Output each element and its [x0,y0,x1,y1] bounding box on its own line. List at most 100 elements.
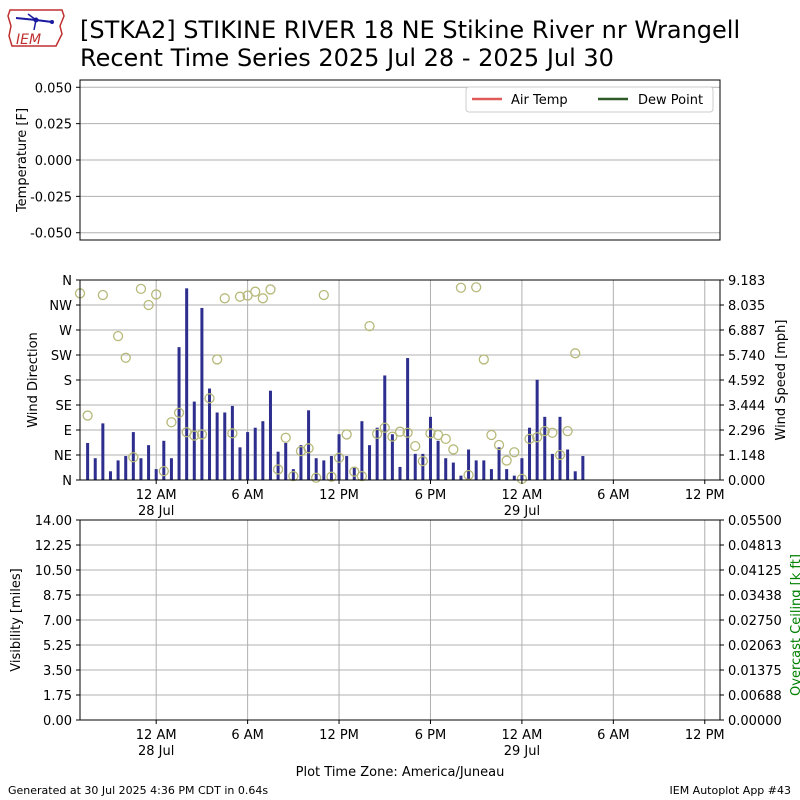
wind-speed-bar [192,401,196,480]
wind-speed-bar [246,432,250,480]
wind-speed-bar [223,412,227,480]
wind-ytick-label-right: 9.183 [728,274,765,289]
wind-direction-point [455,282,467,293]
legend-air-temp-label: Air Temp [511,93,568,108]
vis-ytick-label: 3.50 [43,664,72,679]
wind-ytick-label: NW [49,299,72,314]
visibility-axis-label: Visibility [miles] [9,568,24,671]
vis-ytick-label: 10.50 [35,564,72,579]
wind-direction-point [349,466,360,477]
wind-speed-bar [322,460,326,480]
temp-ytick-label: 0.025 [35,118,72,133]
vis-xtick-label: 12 AM [136,728,177,743]
vis-ytick-label: 0.00 [43,714,72,729]
temp-ytick-label: -0.025 [30,190,72,205]
wind-direction-point [417,455,429,467]
wind-direction-point [135,283,147,295]
wind-direction-point [554,449,566,461]
wind-speed-bar [581,456,585,480]
wind-speed-bar [253,427,257,480]
wind-direction-point [272,464,284,475]
wind-direction-point [265,284,276,295]
vis-xtick-label: 12 PM [685,728,725,743]
wind-speed-bar [154,469,158,480]
wind-xdate-label: 29 Jul [504,504,540,519]
vis-ytick-label-right: 0.03438 [728,589,782,604]
wind-direction-point [227,428,238,439]
vis-xtick-label: 6 AM [231,728,264,743]
generated-note: Generated at 30 Jul 2025 4:36 PM CDT in … [8,784,269,797]
wind-speed-bar [489,469,493,480]
wind-speed-bar [512,475,516,480]
wind-direction-point [120,352,131,363]
wind-speed-bar [413,453,417,480]
wind-speed-bar [368,445,372,480]
legend-box [465,86,714,113]
wind-speed-bar [299,445,303,480]
wind-speed-bar [558,416,562,480]
wind-direction-point [562,425,573,437]
wind-speed-bar [276,451,280,480]
wind-direction-point [326,471,337,482]
wind-speed-bar [535,379,539,480]
wind-direction-point [531,432,543,443]
wind-direction-point [166,417,177,428]
wind-speed-bar [528,427,532,480]
wind-direction-axis-label: Wind Direction [26,332,41,428]
wind-ytick-label-right: 8.035 [728,299,765,314]
wind-speed-bar [337,434,341,480]
vis-ytick-label: 7.00 [43,614,72,629]
wind-direction-point [387,431,398,442]
temperature-axis-label: Temperature [F] [15,108,30,213]
vis-ytick-label-right: 0.00688 [728,689,782,704]
iem-logo: IEM [6,6,66,50]
wind-direction-point [280,432,291,443]
wind-direction-point [189,430,200,441]
wind-speed-bar [169,458,173,480]
wind-direction-point [333,452,345,463]
wind-direction-point [501,455,512,466]
vis-ytick-label: 12.25 [35,539,72,554]
wind-xtick-label: 12 PM [319,488,359,503]
wind-speed-bar [459,475,463,480]
vis-ytick-label: 14.00 [35,514,72,529]
wind-speed-bar [307,410,311,480]
wind-speed-bar [139,458,143,480]
svg-text:IEM: IEM [16,32,41,48]
wind-speed-bar [238,447,242,480]
wind-speed-bar [200,307,204,480]
wind-speed-bar [147,445,151,480]
wind-speed-bar [406,358,410,480]
wind-speed-bar [436,440,440,480]
wind-direction-point [402,427,413,438]
wind-speed-bar [215,412,219,480]
wind-direction-point [371,428,383,440]
wind-ytick-label-right: 2.296 [728,424,765,439]
wind-xtick-label: 12 PM [685,488,725,503]
vis-ytick-label-right: 0.04125 [728,564,782,579]
vis-ytick-label-right: 0.00000 [728,714,782,729]
wind-direction-point [288,470,299,482]
wind-speed-axis-label: Wind Speed [mph] [774,320,789,441]
wind-speed-bar [177,347,181,480]
wind-speed-bar [497,447,501,480]
wind-speed-bar [428,416,432,480]
wind-ytick-label: S [64,374,72,389]
vis-xtick-label: 6 PM [415,728,446,743]
wind-speed-bar [543,416,547,480]
wind-speed-bar [360,421,364,480]
wind-direction-point [196,429,208,440]
wind-ytick-label: N [62,274,72,289]
wind-direction-point [394,426,406,437]
wind-speed-bar [451,462,455,480]
wind-direction-point [425,428,436,439]
wind-speed-bar [185,288,189,480]
wind-direction-point [471,282,482,293]
wind-speed-bar [124,456,128,480]
wind-ytick-label: N [62,474,72,489]
vis-ytick-label-right: 0.01375 [728,664,782,679]
wind-direction-point [318,289,329,301]
temp-ytick-label: -0.050 [30,227,72,242]
wind-ytick-label-right: 4.592 [728,374,765,389]
